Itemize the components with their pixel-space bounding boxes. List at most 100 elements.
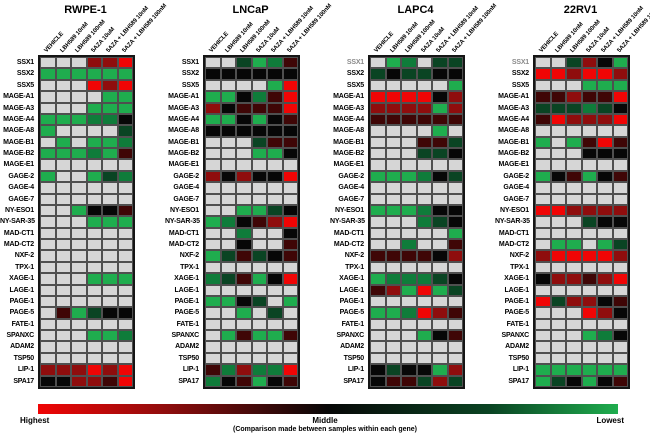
heatmap-cell [432,91,448,103]
heatmap-cell [385,113,401,126]
heatmap-cell [220,273,236,285]
heatmap-cell [55,170,71,183]
heatmap-cell [251,261,267,274]
gene-label: TPX-1 [345,263,364,271]
gene-label: SSX2 [16,70,34,78]
heatmap-cell [220,330,236,342]
gene-label: MAGE-A3 [498,104,529,112]
gene-label: TSP50 [343,354,365,362]
gene-label: GAGE-2 [338,172,364,180]
heatmap-grid [203,55,300,389]
heatmap-cell [597,307,613,319]
heatmap-cell [71,307,87,319]
heatmap-cell [117,318,133,330]
heatmap-cell [566,216,582,228]
heatmap-cell [385,352,401,365]
heatmap-cell [282,113,298,126]
heatmap-cell [71,227,87,239]
heatmap-cell [370,352,386,365]
heatmap-cell [102,68,118,80]
heatmap-cell [566,295,582,308]
heatmap-cell [40,125,56,137]
heatmap-cell [370,57,386,69]
heatmap-cell [102,170,118,183]
heatmap-cell [432,57,448,69]
heatmap-cell [40,148,56,160]
gene-label: GAGE-2 [8,172,34,180]
heatmap-cell [282,318,298,330]
heatmap-cell [550,352,566,365]
heatmap-cell [535,273,551,285]
heatmap-cell [117,148,133,160]
heatmap-cell [71,193,87,205]
heatmap-cell [550,216,566,228]
heatmap-cell [612,204,628,217]
heatmap-cell [282,148,298,160]
heatmap-cell [267,91,283,103]
heatmap-cell [385,57,401,69]
heatmap-cell [566,113,582,126]
gene-label: TPX-1 [180,263,199,271]
heatmap-cell [251,250,267,262]
heatmap-cell [612,284,628,296]
heatmap-cell [71,341,87,353]
heatmap-cell [370,307,386,319]
gene-label: SSX2 [181,70,199,78]
gene-label: XAGE-1 [174,275,199,283]
heatmap-cell [385,125,401,137]
heatmap-cell [597,352,613,365]
heatmap-cell [40,216,56,228]
heatmap-cell [597,239,613,251]
heatmap-cell [71,364,87,376]
heatmap-cell [370,79,386,92]
heatmap-cell [40,113,56,126]
heatmap-cell [597,295,613,308]
heatmap-cell [117,102,133,114]
heatmap-cell [535,57,551,69]
heatmap-cell [535,250,551,262]
heatmap-cell [370,102,386,114]
heatmap-cell [267,318,283,330]
heatmap-cell [55,57,71,69]
heatmap-cell [550,136,566,148]
heatmap-cell [55,273,71,285]
heatmap-cell [102,113,118,126]
heatmap-cell [370,318,386,330]
heatmap-cell [55,125,71,137]
gene-label: PAGE-1 [339,297,365,305]
heatmap-cell [86,113,102,126]
heatmap-cell [282,68,298,80]
gene-label: MAGE-A4 [333,115,364,123]
heatmap-cell [282,375,298,387]
heatmap-cell [71,102,87,114]
heatmap-cell [102,193,118,205]
heatmap-cell [40,227,56,239]
gene-label: MAGE-B2 [3,150,34,157]
heatmap-cell [416,57,432,69]
heatmap-cell [416,113,432,126]
heatmap-cell [267,273,283,285]
heatmap-cell [267,364,283,376]
heatmap-cell [597,136,613,148]
heatmap-cell [102,227,118,239]
heatmap-cell [117,341,133,353]
heatmap-cell [205,148,221,160]
gene-label: ADAM2 [175,343,199,351]
heatmap-cell [385,193,401,205]
color-scale-bar [38,404,618,414]
heatmap-cell [581,261,597,274]
heatmap-cell [71,125,87,137]
heatmap-cell [416,170,432,183]
heatmap-cell [566,102,582,114]
heatmap-cell [55,193,71,205]
gene-label: FATE-1 [341,320,365,328]
heatmap-cell [117,136,133,148]
heatmap-cell [566,170,582,183]
heatmap-cell [432,204,448,217]
heatmap-cell [86,284,102,296]
heatmap-cell [597,170,613,183]
heatmap-cell [416,295,432,308]
heatmap-cell [117,125,133,137]
heatmap-cell [612,182,628,194]
heatmap-cell [612,330,628,342]
